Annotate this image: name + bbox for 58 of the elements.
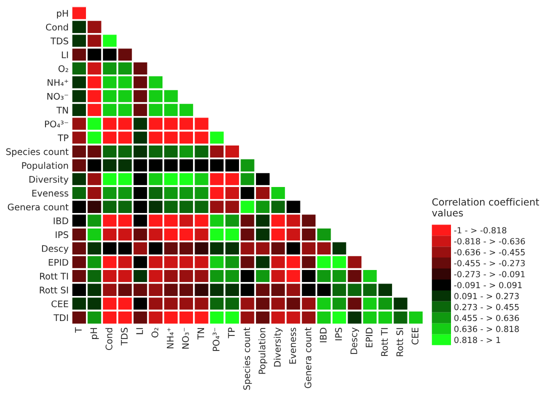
y-tick-label: pH: [57, 10, 68, 18]
x-tick-label: Eveness: [289, 328, 296, 364]
y-tick-label: Rott SI: [40, 286, 68, 294]
y-tick-label: EPID: [48, 259, 68, 266]
color-bar-label: 0.091 - > 0.273: [454, 292, 519, 300]
x-tick-label: pH: [90, 328, 99, 339]
x-tick-label: PO₄³⁻: [212, 328, 220, 351]
y-tick-label: IBD: [54, 218, 68, 224]
x-tick-label: Genera count: [304, 327, 312, 388]
color-bar-label: -0.636 - > -0.455: [454, 249, 525, 256]
color-bar-label: 0.818 - > 1: [454, 336, 500, 344]
y-tick-label: TP: [58, 134, 68, 142]
x-tick-label: Population: [258, 328, 268, 374]
y-tick-label: TN: [56, 106, 68, 114]
y-tick-label: CEE: [52, 300, 68, 308]
y-tick-label: LI: [62, 52, 68, 58]
x-tick-label: Rott SI: [396, 328, 404, 356]
x-tick-label: IBD: [320, 328, 327, 342]
color-bar-label: 0.273 - > 0.455: [454, 304, 519, 310]
y-tick-label: PO₄³⁻: [45, 120, 68, 128]
x-tick-label: O₂: [151, 328, 158, 338]
x-tick-label: NH₄⁺: [166, 328, 174, 348]
y-tick-label: Species count: [6, 148, 69, 157]
x-tick-label: T: [75, 327, 82, 333]
x-tick-label: Species count: [243, 327, 252, 390]
y-tick-label: Descy: [42, 245, 68, 254]
x-tick-label: Cond: [105, 328, 112, 350]
color-bar-label: -0.091 - > 0.091: [454, 282, 522, 288]
color-bar-label: -0.455 - > -0.273: [454, 260, 525, 266]
x-tick-label: EPID: [366, 328, 372, 348]
color-bar-label: -0.273 - > -0.091: [454, 270, 525, 278]
y-tick-label: Rott TI: [40, 272, 68, 280]
color-bar-label: -1 - > -0.818: [454, 227, 506, 234]
y-tick-label: Diversity: [29, 176, 68, 185]
x-tick-label: TP: [228, 328, 235, 338]
y-tick-label: IPS: [56, 231, 68, 238]
x-tick-label: Descy: [350, 328, 359, 354]
y-tick-label: TDS: [50, 38, 68, 44]
y-tick-label: Eveness: [32, 190, 68, 197]
x-tick-label: LI: [136, 328, 143, 334]
x-tick-label: IPS: [335, 328, 342, 340]
color-bar-label: 0.636 - > 0.818: [454, 326, 519, 332]
y-tick-label: NH₄⁺: [48, 79, 68, 86]
x-tick-label: TN: [197, 328, 204, 340]
y-tick-label: Population: [22, 162, 68, 171]
y-tick-label: NO₃⁻: [47, 92, 68, 100]
y-tick-label: Cond: [46, 24, 68, 31]
y-tick-label: O₂: [58, 65, 68, 72]
x-tick-label: CEE: [412, 328, 418, 344]
color-bar-title: Correlation coefficient values: [432, 198, 540, 217]
color-bar-label: -0.818 - > -0.636: [454, 238, 525, 244]
color-bar-label: 0.455 - > 0.636: [454, 314, 519, 322]
x-tick-label: TDS: [120, 328, 128, 346]
y-tick-label: Genera count: [8, 204, 69, 210]
x-tick-label: NO₃⁻: [182, 328, 189, 349]
x-tick-label: Diversity: [274, 328, 282, 367]
y-tick-label: TDI: [54, 314, 68, 321]
x-tick-label: Rott TI: [381, 328, 388, 356]
